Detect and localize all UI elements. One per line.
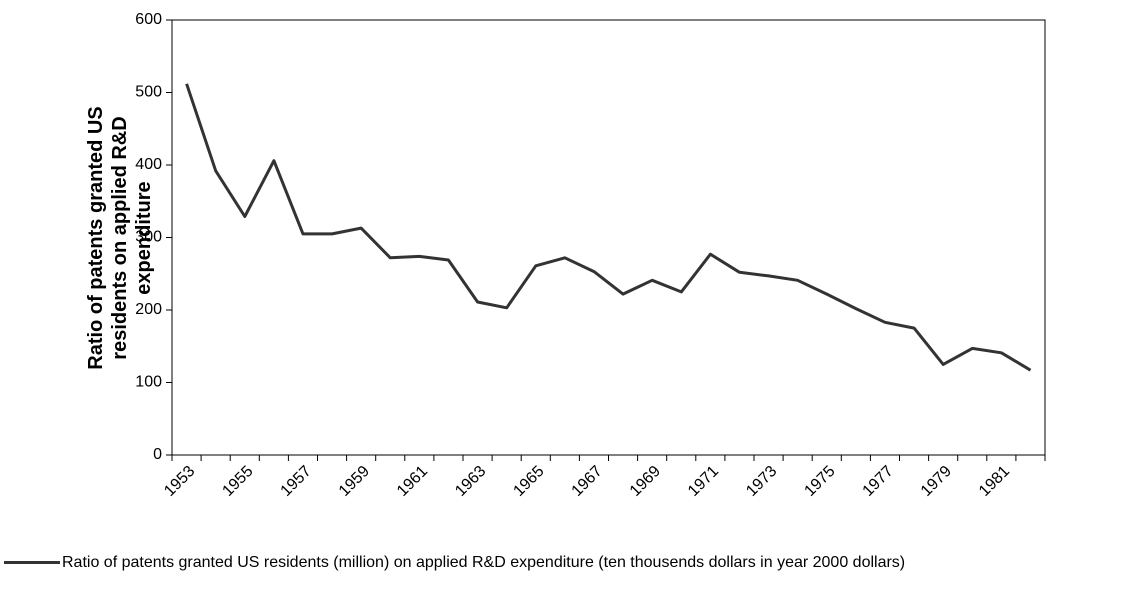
legend-swatch: [4, 561, 60, 565]
plot-area: [171, 19, 1046, 456]
y-tick-label: 300: [135, 229, 162, 246]
y-tick-label: 100: [135, 374, 162, 391]
y-axis-label: Ratio of patents granted US residents on…: [85, 106, 155, 370]
y-tick-label: 600: [135, 11, 162, 28]
x-tick-label: 1965: [510, 463, 547, 500]
x-tick-label: 1967: [569, 463, 606, 500]
x-tick-label: 1973: [743, 463, 780, 500]
x-tick-label: 1981: [976, 463, 1013, 500]
x-tick-label: 1955: [219, 463, 256, 500]
x-tick-label: 1971: [685, 463, 722, 500]
chart: 0 100 200 300 400 500 600 1953 1955 1957 1959 1961 1…: [135, 11, 1046, 500]
x-tick-label: 1979: [918, 463, 955, 500]
x-tick-label: 1957: [278, 463, 315, 500]
x-tick-label: 1963: [452, 463, 489, 500]
y-tick-label: 500: [135, 84, 162, 101]
y-tick-label: 0: [153, 446, 162, 463]
x-tick-label: 1959: [336, 463, 373, 500]
x-tick-label: 1969: [627, 463, 664, 500]
y-tick-label: 400: [135, 156, 162, 173]
data-line: [185, 83, 1032, 372]
legend-label: Ratio of patents granted US residents (m…: [62, 554, 906, 571]
x-tick-label: 1953: [161, 463, 198, 500]
x-tick-label: 1961: [394, 463, 431, 500]
legend: Ratio of patents granted US residents (m…: [4, 550, 1132, 576]
x-tick-label: 1975: [801, 463, 838, 500]
x-tick-label: 1977: [860, 463, 897, 500]
y-tick-label: 200: [135, 301, 162, 318]
